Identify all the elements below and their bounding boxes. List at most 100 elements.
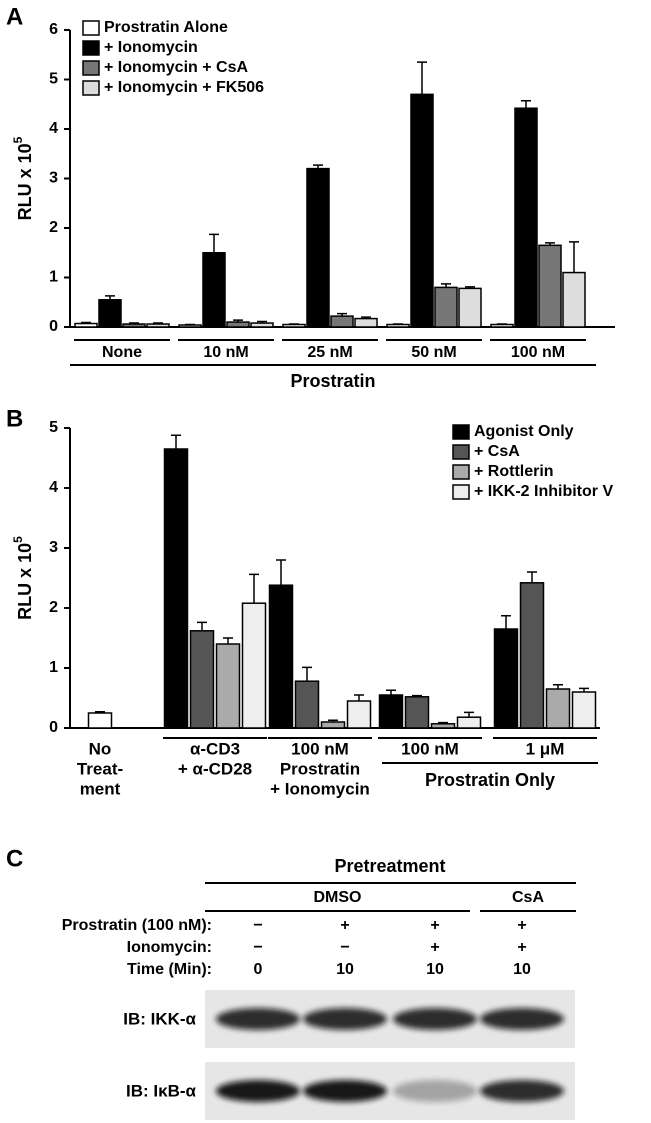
legend-label: + Ionomycin + CsA xyxy=(104,59,248,76)
y-tick-label: 0 xyxy=(49,318,58,335)
y-tick-label: 4 xyxy=(49,479,58,496)
error-bar xyxy=(197,621,207,631)
x-tick-label: 10 nM xyxy=(203,344,248,361)
row-cell: − xyxy=(340,939,349,956)
bar xyxy=(378,694,404,729)
row-label: Time (Min): xyxy=(127,961,212,978)
x-tick-label: 25 nM xyxy=(307,344,352,361)
bar xyxy=(330,315,354,328)
y-tick-label: 3 xyxy=(49,539,58,556)
row-cell: 0 xyxy=(254,961,263,978)
bar xyxy=(562,271,586,328)
bar xyxy=(514,107,538,328)
x-tick-label: α-CD3 xyxy=(190,739,240,758)
error-bar xyxy=(354,694,364,701)
legend-label: + Ionomycin + FK506 xyxy=(104,79,264,96)
bar xyxy=(430,723,456,729)
legend-label: Agonist Only xyxy=(474,423,574,440)
x-tick-label: 100 nM xyxy=(511,344,565,361)
x-tick-label: No xyxy=(89,739,112,758)
bar xyxy=(202,252,226,328)
bar xyxy=(404,696,430,729)
x-tick-label: + Ionomycin xyxy=(270,779,370,798)
bar xyxy=(215,643,241,729)
x-tick-label: Treat- xyxy=(77,759,123,778)
error-bar xyxy=(302,666,312,682)
bar xyxy=(74,322,98,328)
y-tick-label: 0 xyxy=(49,719,58,736)
y-axis-label-text: RLU x 10 xyxy=(15,543,35,620)
panel-letter: B xyxy=(6,405,23,432)
blot-band xyxy=(303,1080,387,1102)
row-cell: + xyxy=(430,917,439,934)
legend-swatch xyxy=(452,484,470,500)
blot-band xyxy=(303,1008,387,1030)
legend-swatch xyxy=(452,444,470,460)
legend-label: + Rottlerin xyxy=(474,463,554,480)
blot-band xyxy=(480,1080,564,1102)
error-bar xyxy=(569,241,579,273)
legend-swatch xyxy=(452,464,470,480)
error-bar xyxy=(171,434,181,449)
bar xyxy=(294,680,320,729)
bar xyxy=(241,602,267,729)
row-cell: + xyxy=(340,917,349,934)
blot-header: Pretreatment xyxy=(334,856,445,876)
bar xyxy=(250,322,274,328)
x-tick-label: 100 nM xyxy=(401,739,459,758)
error-bar xyxy=(276,559,286,586)
bar xyxy=(122,323,146,328)
blot-label: IB: IκB-α xyxy=(126,1081,197,1100)
bar xyxy=(306,167,330,328)
row-cell: 10 xyxy=(513,961,531,978)
row-cell: 10 xyxy=(426,961,444,978)
blot-band xyxy=(216,1080,300,1102)
row-cell: + xyxy=(430,939,439,956)
legend-swatch xyxy=(82,60,100,76)
legend-swatch xyxy=(82,20,100,36)
group-label: CsA xyxy=(512,889,544,906)
y-axis-label: RLU x 105 xyxy=(11,136,35,220)
legend-label: + IKK-2 Inhibitor V xyxy=(474,483,613,500)
bar xyxy=(354,317,378,328)
error-bar xyxy=(249,573,259,604)
blot-band xyxy=(393,1008,477,1030)
bar xyxy=(490,323,514,328)
bar xyxy=(386,323,410,328)
bar xyxy=(456,716,482,729)
y-tick-label: 1 xyxy=(49,659,58,676)
bar xyxy=(458,287,482,328)
bar xyxy=(178,324,202,328)
bar xyxy=(98,299,122,328)
y-tick-label: 4 xyxy=(49,120,58,137)
bar xyxy=(571,691,597,729)
legend-swatch xyxy=(452,424,470,440)
row-cell: 10 xyxy=(336,961,354,978)
x-tick-label: 100 nM xyxy=(291,739,349,758)
error-bar xyxy=(223,637,233,644)
bar xyxy=(538,244,562,328)
legend-label: Prostratin Alone xyxy=(104,19,228,36)
bar xyxy=(410,93,434,328)
y-tick-label: 6 xyxy=(49,21,58,38)
row-cell: − xyxy=(253,917,262,934)
x-tick-label: + α-CD28 xyxy=(178,759,252,778)
error-bar xyxy=(209,233,219,253)
error-bar xyxy=(527,571,537,583)
y-tick-label: 3 xyxy=(49,170,58,187)
bar xyxy=(226,321,250,328)
panel-letter: C xyxy=(6,845,23,872)
error-bar xyxy=(417,61,427,95)
legend-label: + CsA xyxy=(474,443,520,460)
bar xyxy=(545,688,571,729)
x-tick-label: ment xyxy=(80,779,121,798)
y-axis-label: RLU x 105 xyxy=(11,536,35,620)
y-axis-label-exponent: 5 xyxy=(11,536,25,543)
bar xyxy=(189,630,215,729)
error-bar xyxy=(501,615,511,629)
x-tick-label: Prostratin xyxy=(280,759,360,778)
y-axis-label-text: RLU x 10 xyxy=(15,143,35,220)
row-cell: + xyxy=(517,917,526,934)
y-tick-label: 2 xyxy=(49,599,58,616)
y-tick-label: 5 xyxy=(49,71,58,88)
